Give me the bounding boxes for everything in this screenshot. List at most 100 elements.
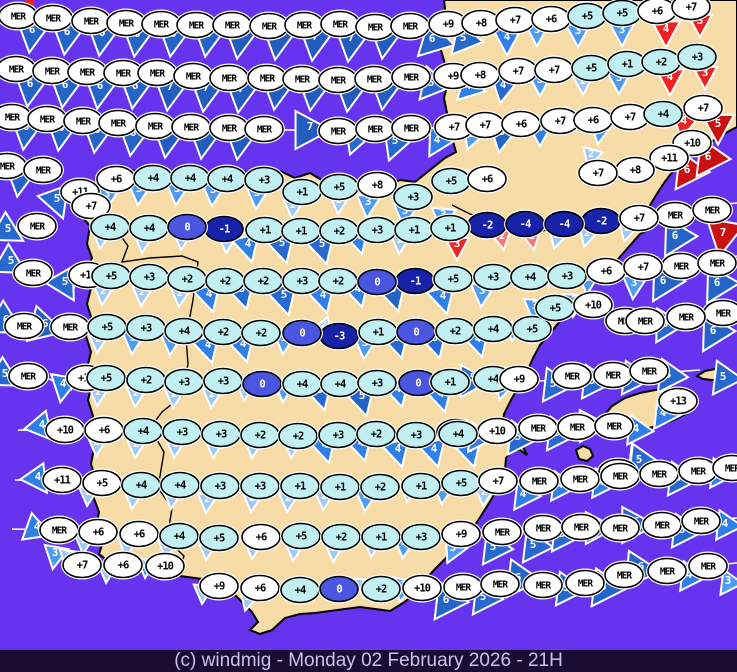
temperature-marker: +1: [280, 216, 322, 246]
svg-text:4: 4: [240, 337, 247, 350]
svg-text:+6: +6: [99, 425, 110, 437]
svg-text:+4: +4: [488, 374, 499, 386]
sea-marker: MER: [0, 102, 33, 132]
svg-text:+10: +10: [489, 426, 506, 438]
svg-text:MER: MER: [148, 122, 163, 133]
sea-marker: MER: [31, 56, 73, 86]
svg-text:+5: +5: [102, 322, 113, 334]
sea-marker: MER: [172, 61, 214, 91]
svg-text:6: 6: [97, 79, 104, 92]
sea-marker: MER: [479, 569, 521, 599]
temperature-marker: +7: [464, 110, 506, 140]
temperature-marker: +4: [472, 314, 514, 344]
sea-marker: MER: [522, 570, 564, 600]
temperature-marker: +5: [280, 521, 322, 551]
temperature-marker: +6: [95, 164, 137, 194]
wind-triangle: 3: [719, 567, 737, 597]
sea-marker: MER: [680, 506, 722, 536]
svg-text:+7: +7: [510, 15, 521, 27]
svg-text:MER: MER: [184, 123, 199, 134]
svg-text:+7: +7: [77, 560, 88, 572]
sea-marker: MER: [390, 113, 432, 143]
temperature-marker: +4: [120, 470, 162, 500]
temperature-marker: +4: [128, 213, 170, 243]
svg-text:3: 3: [104, 187, 111, 200]
svg-text:MER: MER: [76, 117, 91, 128]
svg-text:+3: +3: [416, 532, 427, 544]
svg-text:4: 4: [667, 70, 674, 83]
svg-text:+9: +9: [456, 529, 467, 541]
temperature-marker: +1: [244, 215, 286, 245]
svg-text:4: 4: [35, 470, 42, 483]
svg-text:4: 4: [205, 338, 212, 351]
sea-marker: MER: [603, 560, 645, 590]
sea-marker: MER: [38, 515, 80, 545]
temperature-marker: +2: [125, 365, 167, 395]
sea-marker: MER: [354, 114, 396, 144]
svg-text:+6: +6: [482, 174, 493, 186]
svg-text:MER: MER: [297, 21, 312, 32]
svg-text:+4: +4: [105, 222, 116, 234]
temperature-marker: +7: [622, 252, 664, 282]
svg-text:+2: +2: [334, 226, 345, 238]
svg-text:3: 3: [479, 284, 486, 297]
svg-text:MER: MER: [668, 211, 683, 222]
svg-text:6: 6: [660, 274, 667, 287]
sea-marker: MER: [517, 413, 559, 443]
temperature-marker: +3: [243, 165, 285, 195]
svg-text:2: 2: [100, 286, 106, 297]
temperature-marker: +2: [640, 47, 682, 77]
sea-marker: MER: [624, 306, 666, 336]
temperature-marker: +6: [585, 256, 627, 286]
svg-text:MER: MER: [570, 423, 585, 434]
island-ibiza: [574, 444, 595, 463]
temperature-marker: +2: [359, 472, 401, 502]
svg-text:5: 5: [428, 76, 435, 89]
svg-text:+4: +4: [148, 173, 159, 185]
svg-text:3: 3: [702, 66, 709, 79]
svg-text:MER: MER: [613, 524, 628, 535]
sea-marker: MER: [677, 456, 719, 486]
temperature-marker: +6: [500, 109, 542, 139]
svg-text:+7: +7: [555, 116, 566, 128]
svg-text:4: 4: [633, 422, 640, 435]
sea-marker: MER: [641, 510, 683, 540]
sea-marker: MER: [638, 459, 680, 489]
svg-text:+9: +9: [448, 71, 459, 83]
svg-text:+6: +6: [652, 6, 663, 18]
svg-text:+7: +7: [513, 66, 524, 78]
svg-text:MER: MER: [368, 23, 383, 34]
temperature-marker: +8: [356, 170, 398, 200]
svg-text:+4: +4: [144, 223, 155, 235]
svg-text:MER: MER: [565, 372, 580, 383]
svg-text:MER: MER: [532, 477, 547, 488]
svg-text:+7: +7: [449, 122, 460, 134]
sea-marker: MER: [442, 572, 484, 602]
svg-text:+3: +3: [408, 192, 419, 204]
sea-marker: MER: [390, 62, 432, 92]
svg-text:6: 6: [714, 276, 721, 289]
svg-text:5: 5: [480, 590, 487, 603]
temperature-marker: +4: [509, 262, 551, 292]
temperature-marker: 0: [395, 317, 437, 347]
temperature-marker: +6: [530, 4, 572, 34]
caption-bar: (c) windmig - Monday 02 February 2026 - …: [0, 650, 737, 672]
temperature-marker: +3: [546, 261, 588, 291]
svg-text:+5: +5: [586, 63, 597, 75]
svg-text:3: 3: [575, 24, 582, 37]
svg-text:4: 4: [660, 406, 667, 419]
svg-text:+5: +5: [106, 271, 117, 283]
temperature-marker: -1: [203, 214, 245, 244]
svg-text:5: 5: [359, 389, 366, 402]
temperature-marker: +3: [199, 471, 241, 501]
temperature-marker: +3: [281, 266, 323, 296]
temperature-marker: +4: [437, 419, 479, 449]
svg-text:+7: +7: [698, 103, 709, 115]
sea-marker: MER: [32, 3, 74, 33]
sea-marker: MER: [243, 114, 285, 144]
svg-text:5: 5: [281, 288, 288, 301]
svg-text:2: 2: [290, 200, 296, 211]
svg-text:MER: MER: [63, 323, 78, 334]
svg-text:MER: MER: [725, 464, 737, 475]
temperature-marker: +5: [86, 312, 128, 342]
